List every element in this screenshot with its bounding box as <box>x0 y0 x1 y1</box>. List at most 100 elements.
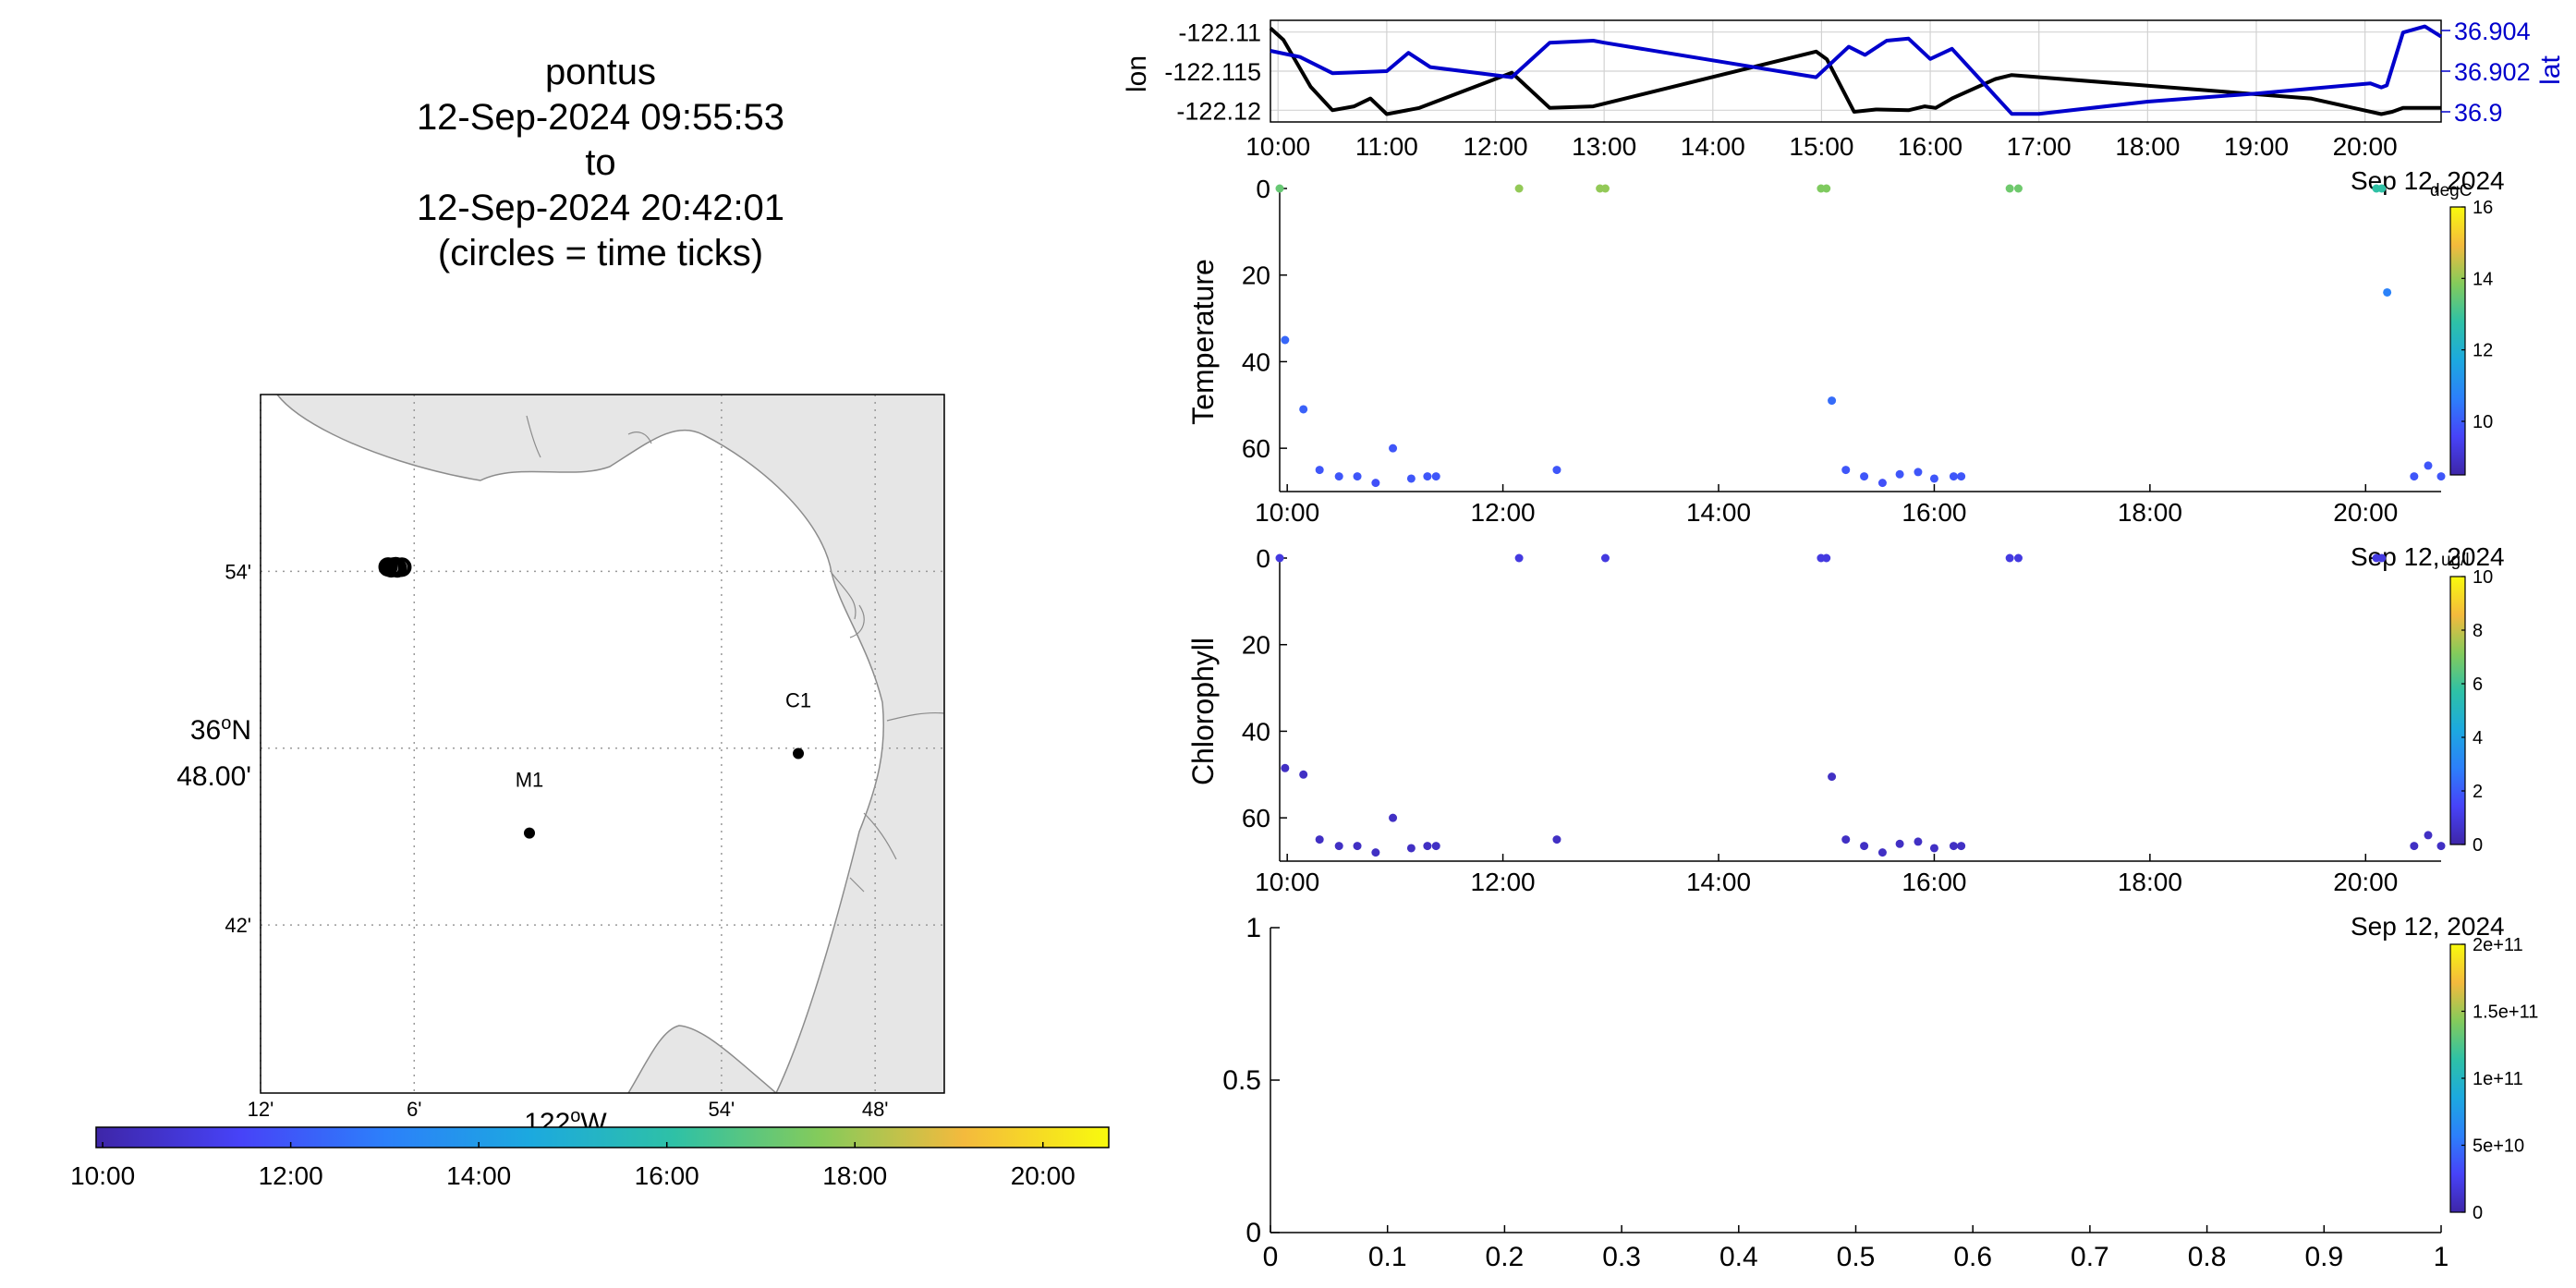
chlorophyll-colorbar-tick-label: 8 <box>2473 621 2483 641</box>
chlorophyll-data-point <box>1822 553 1831 563</box>
temperature-data-point <box>1822 184 1831 193</box>
chlorophyll-data-point <box>1860 842 1869 851</box>
mooring-label: M1 <box>516 769 544 792</box>
chlorophyll-data-point <box>1600 553 1610 563</box>
position-x-tick-label: 20:00 <box>2333 132 2398 161</box>
map-frame <box>260 394 945 1094</box>
chlorophyll-data-point <box>1371 848 1380 857</box>
empty-y-tick-label: 1 <box>1245 913 1261 943</box>
temperature-data-point <box>1914 468 1923 477</box>
map-lat-tick-label: 54' <box>225 560 251 583</box>
chlorophyll-tick-labels: 10:00 12:00 14:00 16:00 18:00 20:00 0 20 40 60 <box>1242 544 2441 896</box>
empty-x-tick-label: 0.3 <box>1602 1242 1641 1272</box>
chlorophyll-data-point <box>1431 842 1440 851</box>
chlorophyll-colorbar-tick-label: 2 <box>2473 782 2483 802</box>
empty-panel: 0 0.1 0.2 0.3 0.4 0.5 0.6 0.7 0.8 0.9 1 0 0.5 1 0 5e+1… <box>1222 913 2538 1272</box>
chlorophyll-data-point <box>1281 763 1290 772</box>
chlorophyll-colorbar <box>2449 576 2466 845</box>
temperature-y-tick-label: 20 <box>1242 261 1270 290</box>
temperature-y-tick-label: 40 <box>1242 347 1270 376</box>
temperature-panel: 10:00 12:00 14:00 16:00 18:00 20:00 0 20 40 60 Te… <box>1186 175 2505 571</box>
temperature-x-tick-label: 10:00 <box>1255 498 1319 527</box>
chlorophyll-data-point <box>1389 813 1398 822</box>
chlorophyll-data-point <box>1334 842 1343 851</box>
chlorophyll-data-point <box>2377 553 2387 563</box>
empty-x-tick-label: 1 <box>2434 1242 2449 1272</box>
position-lat-tick-label: 36.9 <box>2454 99 2503 127</box>
empty-colorbar-tick-label: 1e+11 <box>2473 1069 2523 1089</box>
temperature-data-point <box>1299 405 1308 414</box>
chlorophyll-data-point <box>1877 848 1887 857</box>
temperature-data-point <box>1315 466 1324 475</box>
empty-tick-labels: 0 0.1 0.2 0.3 0.4 0.5 0.6 0.7 0.8 0.9 1 0 0.5 1 <box>1222 913 2448 1272</box>
temperature-colorbar-tick-label: 10 <box>2473 412 2493 432</box>
temperature-data-point <box>1423 472 1432 481</box>
temperature-data-point <box>1552 466 1561 475</box>
temperature-data-point <box>1334 472 1343 481</box>
map-lat-major-label: 36oN <box>190 713 251 746</box>
chlorophyll-data-point <box>1895 839 1904 848</box>
empty-colorbar-tick-label: 2e+11 <box>2473 935 2523 955</box>
map-tick-labels: 12' 6' 54' 48' 54' 48.00' 42' <box>176 560 888 1121</box>
chlorophyll-data-point <box>2436 842 2446 851</box>
empty-colorbar-ticks: 0 5e+10 1e+11 1.5e+11 2e+11 <box>2461 935 2538 1223</box>
chlorophyll-data-point <box>1828 772 1837 782</box>
temperature-data-point <box>1275 184 1284 193</box>
chlorophyll-axis-label: Chlorophyll <box>1186 638 1220 785</box>
chlorophyll-x-tick-label: 12:00 <box>1471 868 1536 896</box>
temperature-data-point <box>1929 474 1938 483</box>
chlorophyll-data-point <box>1914 837 1923 846</box>
position-lat-label: lat <box>2535 55 2566 84</box>
chlorophyll-data-point <box>2013 553 2023 563</box>
temperature-data-point <box>2410 472 2419 481</box>
empty-y-tick-label: 0 <box>1245 1218 1261 1248</box>
empty-x-tick-label: 0 <box>1263 1242 1279 1272</box>
empty-x-tick-label: 0.9 <box>2304 1242 2343 1272</box>
figure-title: pontus 12-Sep-2024 09:55:53 to 12-Sep-20… <box>277 50 924 276</box>
vehicle-track <box>378 556 412 578</box>
title-start-time: 12-Sep-2024 09:55:53 <box>416 97 785 138</box>
temperature-data-point <box>2383 287 2392 297</box>
temperature-data-point <box>2436 472 2446 481</box>
chlorophyll-data-point <box>1514 553 1524 563</box>
time-colorbar-tick-label: 18:00 <box>822 1161 887 1190</box>
position-tick-labels: 10:00 11:00 12:00 13:00 14:00 15:00 16:00 17:00… <box>1164 18 2530 161</box>
temperature-data-point <box>1877 479 1887 488</box>
temperature-axis-label: Temperature <box>1186 259 1220 425</box>
chlorophyll-data-point <box>1949 842 1958 851</box>
empty-x-tick-label: 0.2 <box>1486 1242 1525 1272</box>
mooring-marker <box>793 747 805 759</box>
chlorophyll-units: ug/l <box>2441 551 2470 570</box>
map-panel: 12' 6' 54' 48'54'48.00'42' 36oN 122oW M1C1 … <box>70 394 1110 1190</box>
land-south <box>627 1025 778 1093</box>
empty-x-tick-label: 0.6 <box>1953 1242 1992 1272</box>
chlorophyll-y-tick-label: 40 <box>1242 717 1270 746</box>
chlorophyll-data-point <box>1299 770 1308 779</box>
chlorophyll-points <box>1275 553 2446 857</box>
temperature-data-point <box>1514 184 1524 193</box>
empty-y-tick-label: 0.5 <box>1222 1065 1261 1096</box>
land-area <box>276 395 944 1093</box>
empty-x-tick-label: 0.5 <box>1837 1242 1876 1272</box>
position-x-tick-label: 15:00 <box>1789 132 1853 161</box>
chlorophyll-x-tick-label: 20:00 <box>2333 868 2398 896</box>
temperature-colorbar-tick-label: 14 <box>2473 269 2493 289</box>
position-x-tick-label: 16:00 <box>1898 132 1962 161</box>
temperature-data-point <box>2377 184 2387 193</box>
chlorophyll-data-point <box>1353 842 1362 851</box>
temperature-y-tick-label: 60 <box>1242 434 1270 463</box>
time-colorbar-tick-label: 10:00 <box>70 1161 135 1190</box>
position-x-tick-label: 12:00 <box>1463 132 1527 161</box>
title-platform: pontus <box>544 52 657 92</box>
time-colorbar <box>95 1126 1110 1148</box>
chlorophyll-data-point <box>1275 553 1284 563</box>
chlorophyll-colorbar-tick-label: 6 <box>2473 674 2483 695</box>
map-lon-tick-label: 12' <box>248 1098 274 1121</box>
temperature-data-point <box>1860 472 1869 481</box>
position-x-tick-label: 14:00 <box>1681 132 1745 161</box>
map-lat-tick-label: 48.00' <box>176 761 251 792</box>
time-colorbar-ticks: 10:00 12:00 14:00 16:00 18:00 20:00 <box>70 1142 1075 1190</box>
position-x-tick-label: 11:00 <box>1355 132 1418 161</box>
position-lines <box>1269 24 2443 116</box>
